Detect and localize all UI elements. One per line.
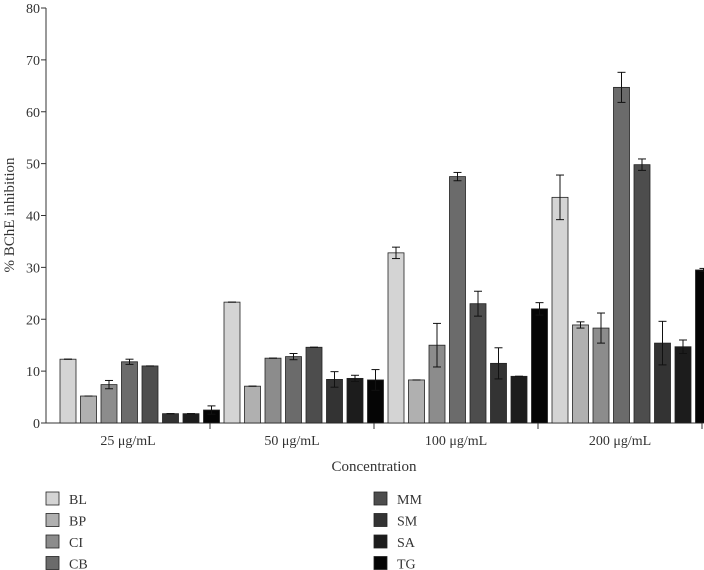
bar-ci (100, 384, 118, 424)
legend-label-ci: CI (69, 536, 83, 551)
bar-mm (305, 346, 323, 424)
legend-label-cb: CB (69, 558, 88, 570)
bar-sm (162, 413, 179, 424)
x-category-label: 50 μg/mL (264, 434, 319, 449)
bar-sa (674, 346, 692, 424)
y-tick-label: 0 (33, 417, 40, 432)
bar-mm (633, 164, 651, 424)
bar-cb (449, 176, 466, 424)
bar-bl (551, 196, 569, 424)
y-tick-label: 40 (26, 210, 40, 225)
legend-swatch-tg (373, 556, 388, 570)
bar-bp (80, 395, 97, 424)
x-axis-title: Concentration (332, 459, 417, 475)
bar-sa (182, 413, 200, 424)
bar-ci (264, 357, 282, 424)
bar-bl (387, 252, 405, 424)
y-tick-label: 80 (26, 2, 40, 17)
x-category-label: 25 μg/mL (100, 434, 155, 449)
bar-mm (469, 303, 487, 424)
y-tick-label: 30 (26, 261, 40, 276)
bar-bp (244, 385, 261, 424)
y-tick-label: 20 (26, 313, 40, 328)
legend-label-bl: BL (69, 493, 87, 508)
legend-label-bp: BP (69, 515, 86, 530)
legend-swatch-mm (373, 491, 388, 506)
y-tick-label: 10 (26, 365, 40, 380)
bar-bl (59, 358, 77, 424)
bar-cb (285, 356, 302, 424)
y-tick-label: 50 (26, 158, 40, 173)
legend-label-mm: MM (397, 493, 422, 508)
y-tick-label: 60 (26, 106, 40, 121)
legend-label-sm: SM (397, 515, 418, 530)
bar-sa (346, 377, 364, 424)
x-category-label: 100 μg/mL (425, 434, 487, 449)
legend-swatch-bp (45, 513, 60, 527)
bars (59, 86, 704, 424)
legend-label-tg: TG (397, 558, 416, 570)
bar-cb (121, 361, 138, 424)
bar-bp (572, 324, 589, 424)
legend-swatch-ci (45, 534, 60, 549)
bar-tg (531, 308, 548, 424)
legend-swatch-bl (45, 491, 60, 506)
bar-sa (510, 375, 528, 424)
bar-cb (613, 86, 630, 424)
legend-swatch-sm (373, 513, 388, 527)
x-category-label: 200 μg/mL (589, 434, 651, 449)
legend: BL BP CI CB MM SM SA TG (45, 491, 422, 570)
y-tick-label: 70 (26, 54, 40, 69)
bar-bp (408, 379, 425, 424)
y-axis-title: % BChE inhibition (2, 157, 18, 273)
bar-tg (695, 269, 704, 424)
bar-bl (223, 301, 241, 424)
legend-swatch-sa (373, 534, 388, 549)
bar-mm (141, 365, 159, 424)
legend-swatch-cb (45, 556, 60, 570)
tick-labels: 0 10 20 30 40 50 60 70 80 25 μg/mL 50 μg/mL 100 μg/… (26, 2, 651, 449)
legend-label-sa: SA (397, 536, 416, 551)
